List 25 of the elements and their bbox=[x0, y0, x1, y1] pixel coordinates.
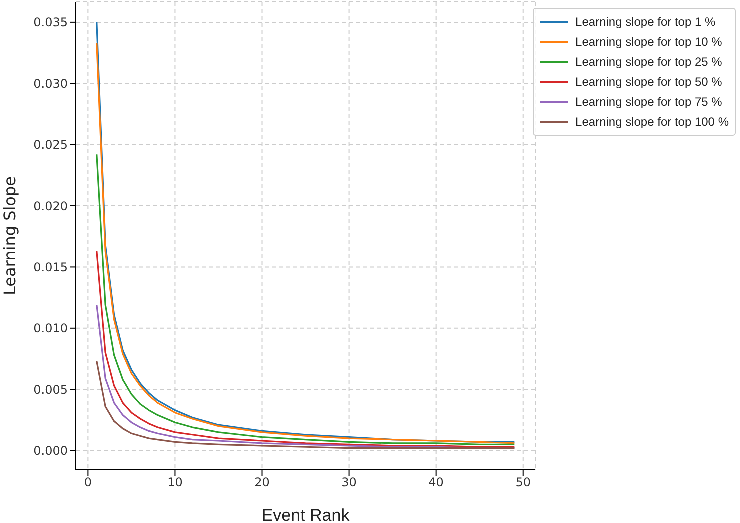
y-tick-label: 0.000 bbox=[34, 444, 68, 458]
y-tick-label: 0.010 bbox=[34, 322, 68, 336]
legend-label: Learning slope for top 50 % bbox=[576, 75, 722, 89]
line-series bbox=[96, 360, 516, 450]
x-tick-label: 50 bbox=[516, 476, 532, 490]
x-tick-label: 20 bbox=[254, 476, 270, 490]
line-series bbox=[96, 250, 516, 448]
y-tick-label: 0.025 bbox=[34, 138, 68, 152]
y-tick-label: 0.020 bbox=[34, 199, 68, 214]
x-tick-label: 10 bbox=[168, 476, 183, 490]
legend-label: Learning slope for top 1 % bbox=[576, 15, 716, 29]
y-tick-label: 0.030 bbox=[34, 76, 68, 91]
y-tick-label: 0.005 bbox=[34, 382, 68, 397]
y-tick-label: 0.015 bbox=[34, 260, 68, 274]
x-tick-label: 30 bbox=[342, 476, 357, 490]
x-tick-label: 40 bbox=[428, 476, 444, 490]
legend-label: Learning slope for top 25 % bbox=[576, 55, 722, 69]
x-axis-title: Event Rank bbox=[262, 506, 350, 523]
line-series bbox=[96, 154, 516, 446]
legend-label: Learning slope for top 10 % bbox=[576, 35, 722, 49]
y-axis-title: Learning Slope bbox=[0, 176, 20, 296]
y-tick-label: 0.035 bbox=[34, 16, 68, 30]
legend-label: Learning slope for top 75 % bbox=[576, 95, 722, 109]
x-tick-label: 0 bbox=[84, 476, 92, 490]
legend-label: Learning slope for top 100 % bbox=[576, 115, 729, 129]
